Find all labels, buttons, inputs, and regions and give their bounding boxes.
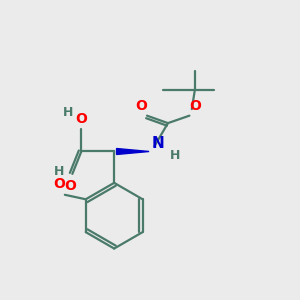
Text: O: O (189, 99, 201, 113)
Text: H: H (169, 148, 180, 162)
Polygon shape (117, 148, 149, 154)
Text: H: H (63, 106, 73, 118)
Text: N: N (152, 136, 165, 151)
Text: O: O (135, 99, 147, 113)
Text: H: H (54, 165, 64, 178)
Text: O: O (53, 177, 65, 191)
Text: O: O (75, 112, 87, 125)
Text: O: O (64, 179, 76, 193)
